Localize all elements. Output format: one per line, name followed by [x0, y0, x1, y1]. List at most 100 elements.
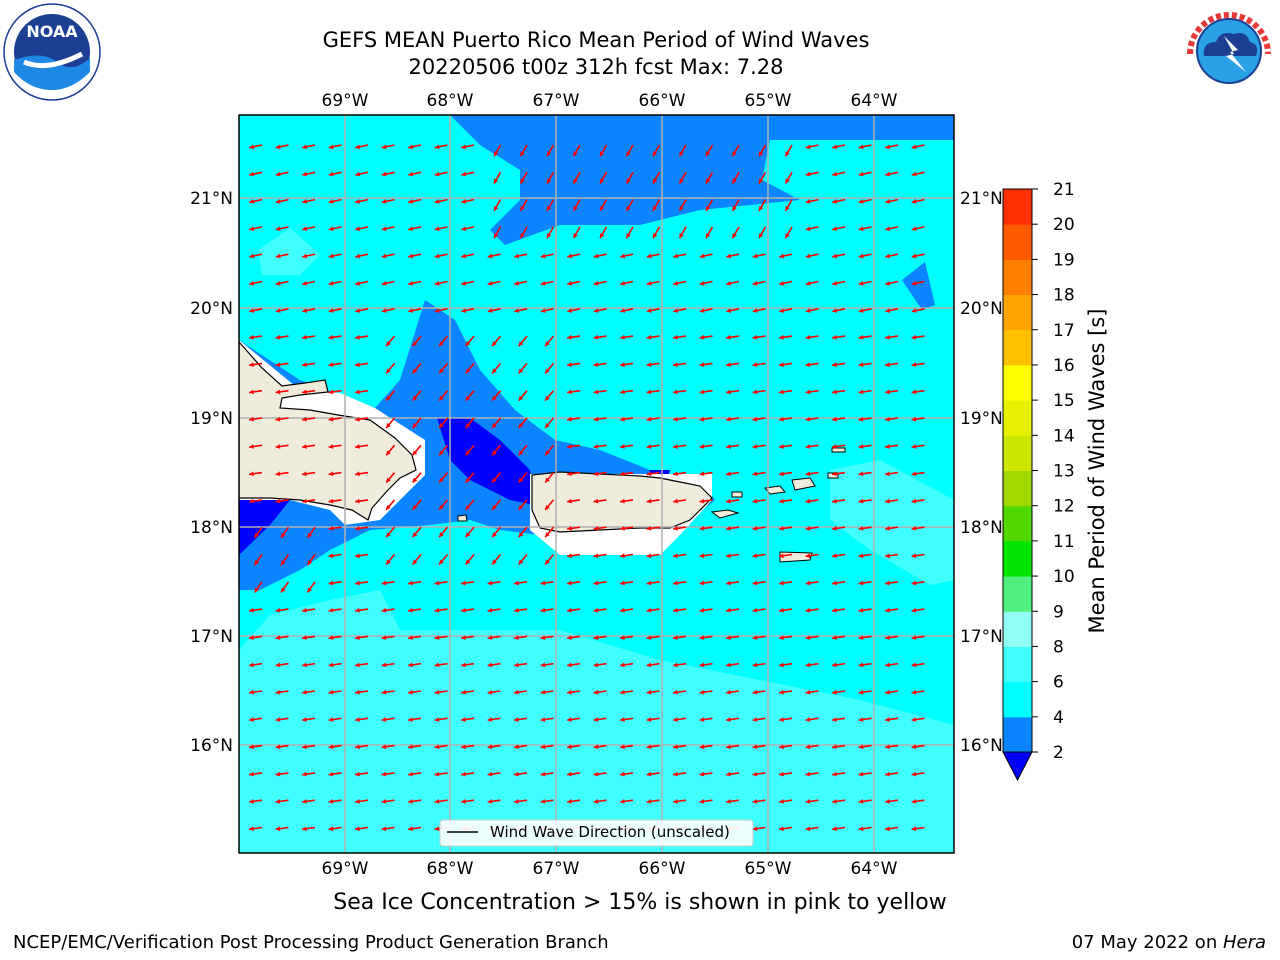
wind-arrow-head: [540, 280, 546, 286]
wind-arrow-head: [858, 171, 864, 177]
wind-arrow-head: [726, 580, 731, 586]
wind-arrow-head: [545, 341, 550, 347]
colorbar-tick-label: 15: [1053, 391, 1075, 411]
wind-arrow-head: [302, 199, 308, 204]
wind-arrow-head: [805, 389, 811, 395]
wind-arrow-head: [726, 471, 731, 477]
wind-arrow-head: [355, 662, 360, 668]
wind-arrow-head: [328, 744, 334, 750]
wind-arrow-head: [779, 253, 785, 259]
wind-arrow-head: [620, 662, 625, 668]
wind-arrow-head: [726, 526, 731, 531]
colorbar-tick-label: 21: [1053, 180, 1075, 200]
wind-arrow-head: [620, 308, 626, 313]
wind-arrow-head: [646, 280, 652, 286]
svg-text:21°N: 21°N: [960, 189, 1003, 209]
wind-arrow-head: [355, 580, 360, 586]
wind-arrow-head: [805, 253, 811, 259]
wind-arrow-head: [699, 662, 705, 668]
wind-arrow-head: [646, 799, 652, 804]
wind-arrow-head: [699, 471, 705, 477]
colorbar-segment: [1003, 505, 1032, 542]
wind-arrow-head: [699, 416, 705, 422]
wind-arrow-head: [858, 662, 864, 668]
wind-arrow-head: [858, 253, 864, 259]
svg-text:19°N: 19°N: [190, 409, 233, 429]
wind-arrow-head: [620, 607, 625, 613]
wind-arrow-head: [249, 444, 254, 449]
wind-arrow-head: [726, 607, 731, 613]
wind-arrow-head: [805, 635, 811, 640]
wind-arrow-head: [726, 717, 731, 722]
wind-arrow-head: [805, 416, 811, 422]
wind-arrow-head: [254, 560, 260, 566]
wind-arrow-head: [885, 334, 890, 340]
wind-arrow-head: [911, 498, 917, 504]
wind-arrow-head: [275, 826, 281, 832]
wind-arrow-head: [885, 662, 890, 668]
wind-arrow-head: [911, 334, 917, 340]
wind-arrow-head: [545, 504, 550, 510]
wind-arrow-head: [461, 199, 467, 204]
wind-arrow-head: [492, 423, 497, 428]
wind-arrow-head: [249, 362, 254, 367]
wind-arrow-head: [858, 334, 864, 340]
wind-arrow-head: [626, 205, 631, 211]
wind-arrow-head: [307, 587, 313, 593]
wind-arrow-head: [567, 635, 572, 640]
wind-arrow-head: [540, 253, 546, 259]
wind-arrow-head: [567, 771, 572, 777]
wind-arrow-head: [699, 362, 705, 367]
wind-arrow-head: [832, 334, 837, 340]
wind-arrow-head: [620, 635, 625, 640]
wind-arrow-head: [759, 205, 764, 211]
wind-arrow-head: [832, 253, 838, 259]
wind-arrow-head: [487, 253, 493, 259]
wind-arrow-head: [593, 553, 599, 559]
wind-arrow-head: [673, 799, 678, 804]
wind-arrow-head: [885, 280, 891, 286]
wind-arrow-head: [412, 368, 418, 374]
wind-arrow-head: [653, 178, 658, 184]
wind-arrow-head: [545, 395, 550, 401]
wind-arrow-head: [249, 607, 254, 613]
wind-arrow-head: [673, 744, 678, 750]
wind-arrow-head: [494, 205, 499, 211]
wind-arrow-head: [328, 226, 334, 232]
wind-arrow-head: [567, 444, 572, 449]
wind-arrow-head: [514, 744, 519, 750]
wind-arrow-head: [465, 423, 471, 428]
wind-arrow-head: [439, 450, 444, 456]
wind-arrow-head: [832, 199, 838, 204]
wind-arrow-head: [885, 607, 890, 613]
wind-arrow-head: [805, 444, 811, 449]
colorbar-segment: [1003, 189, 1032, 225]
wind-arrow-head: [673, 689, 678, 695]
wind-arrow-head: [805, 689, 811, 695]
wind-arrow-head: [355, 498, 360, 504]
wind-arrow-head: [302, 280, 308, 286]
wind-arrow-head: [779, 308, 785, 313]
wind-arrow-head: [514, 280, 520, 286]
wind-arrow-head: [386, 368, 391, 374]
wind-arrow-head: [302, 799, 307, 804]
colorbar: 2 4 6 8 9 10 11 12 13 14 15 16 17 18 19 20 21: [1002, 180, 1075, 782]
wind-arrow-head: [699, 799, 705, 804]
wind-arrow-head: [885, 744, 890, 750]
wind-arrow-head: [858, 471, 864, 477]
svg-text:67°W: 67°W: [533, 91, 580, 111]
wind-arrow-head: [275, 471, 281, 477]
wind-arrow-head: [858, 553, 864, 559]
colorbar-segment: [1003, 470, 1032, 507]
wind-arrow-head: [434, 226, 440, 232]
colorbar-tick-label: 13: [1053, 462, 1075, 482]
wind-arrow-head: [328, 471, 334, 477]
wind-arrow-head: [275, 144, 281, 150]
wind-arrow-head: [699, 526, 705, 531]
wind-arrow-head: [593, 771, 599, 777]
wind-arrow-head: [673, 308, 679, 313]
wind-arrow-head: [646, 553, 652, 559]
wind-arrow-head: [752, 580, 758, 586]
wind-arrow-head: [328, 389, 334, 395]
wind-arrow-head: [302, 362, 307, 367]
